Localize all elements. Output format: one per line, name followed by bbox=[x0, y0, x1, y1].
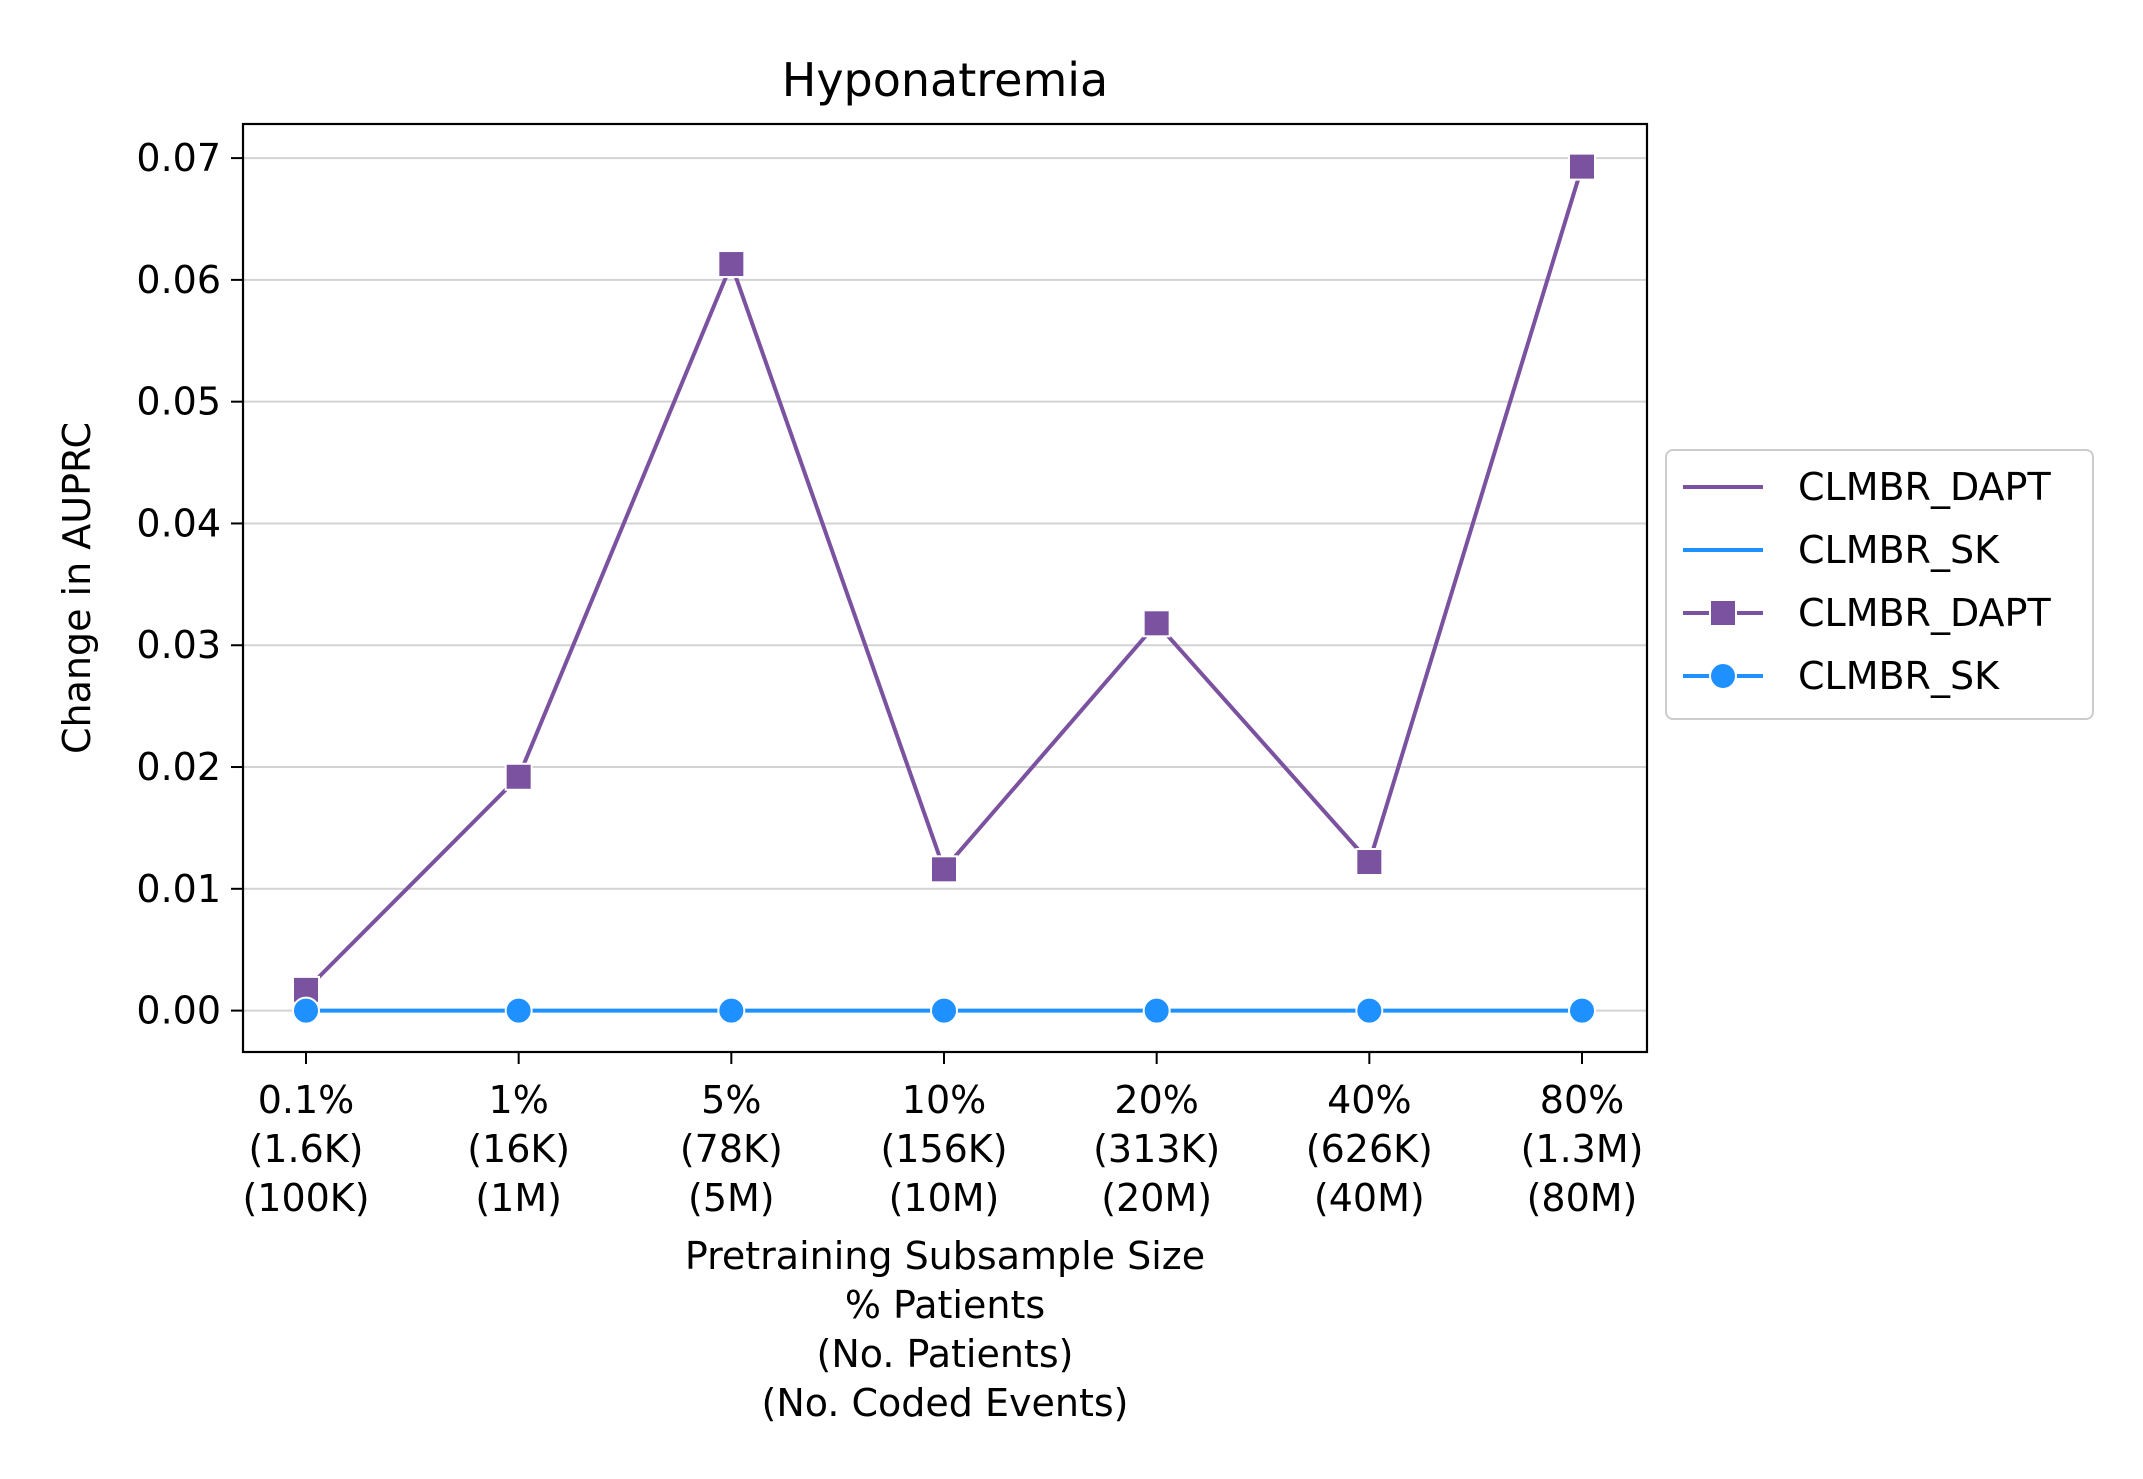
legend-marker-clmbr-dapt bbox=[1709, 599, 1737, 627]
x-tick-label: 5% (78K) (5M) bbox=[680, 1078, 783, 1220]
y-axis: 0.00 0.01 0.02 0.03 0.04 0.05 0.06 0.07 bbox=[136, 136, 243, 1033]
data-point-clmbr-sk bbox=[292, 996, 320, 1025]
y-tick-label: 0.00 bbox=[136, 989, 221, 1033]
chart-title: Hyponatremia bbox=[782, 53, 1109, 107]
y-tick-label: 0.03 bbox=[136, 623, 221, 667]
x-tick-label-line: (40M) bbox=[1314, 1176, 1425, 1220]
x-axis-label-line: Pretraining Subsample Size bbox=[685, 1234, 1205, 1278]
y-tick-label: 0.02 bbox=[136, 745, 221, 789]
x-tick-label: 1% (16K) (1M) bbox=[467, 1078, 570, 1220]
x-tick-label-line: (626K) bbox=[1306, 1127, 1433, 1171]
data-point-clmbr-dapt bbox=[717, 250, 746, 279]
data-point-clmbr-sk bbox=[930, 996, 958, 1025]
x-tick-label-line: (156K) bbox=[880, 1127, 1007, 1171]
y-tick-label: 0.07 bbox=[136, 136, 221, 180]
x-tick-label: 40% (626K) (40M) bbox=[1306, 1078, 1433, 1220]
data-point-clmbr-dapt bbox=[504, 762, 533, 791]
x-tick-label: 10% (156K) (10M) bbox=[880, 1078, 1007, 1220]
data-point-clmbr-sk bbox=[1355, 996, 1384, 1025]
y-tick-label: 0.06 bbox=[136, 258, 221, 302]
y-axis-label: Change in AUPRC bbox=[55, 422, 99, 754]
x-tick-label-line: (16K) bbox=[467, 1127, 570, 1171]
data-point-clmbr-sk bbox=[1568, 996, 1596, 1025]
data-point-clmbr-sk bbox=[504, 996, 533, 1025]
x-tick-label-line: 20% bbox=[1114, 1078, 1198, 1122]
x-tick-label-line: 5% bbox=[701, 1078, 761, 1122]
legend-frame bbox=[1665, 449, 2094, 720]
data-point-clmbr-sk bbox=[717, 996, 746, 1025]
x-tick-label-line: 0.1% bbox=[258, 1078, 355, 1122]
x-tick-label-line: (1.3M) bbox=[1521, 1127, 1644, 1171]
x-tick-label-line: (78K) bbox=[680, 1127, 783, 1171]
x-tick-label-line: 40% bbox=[1327, 1078, 1411, 1122]
legend: CLMBR_DAPT CLMBR_SK CLMBR_DAPT CLMBR_SK bbox=[1665, 449, 2094, 720]
data-point-clmbr-dapt bbox=[1142, 609, 1171, 638]
y-tick-label: 0.05 bbox=[136, 380, 221, 424]
legend-label-clmbr-sk: CLMBR_SK bbox=[1798, 528, 2000, 572]
x-tick-label-line: (100K) bbox=[242, 1176, 369, 1220]
x-tick-label-line: (5M) bbox=[688, 1176, 775, 1220]
legend-label-clmbr-dapt: CLMBR_DAPT bbox=[1798, 591, 2051, 635]
x-tick-label: 80% (1.3M) (80M) bbox=[1521, 1078, 1644, 1220]
x-tick-label-line: (10M) bbox=[889, 1176, 1000, 1220]
y-tick-label: 0.04 bbox=[136, 501, 221, 545]
legend-label-clmbr-sk: CLMBR_SK bbox=[1798, 654, 2000, 698]
x-tick-label-line: (1M) bbox=[475, 1176, 562, 1220]
x-tick-label: 20% (313K) (20M) bbox=[1093, 1078, 1220, 1220]
x-tick-label-line: 1% bbox=[489, 1078, 549, 1122]
data-point-clmbr-dapt bbox=[1568, 152, 1596, 181]
x-tick-label-line: (1.6K) bbox=[248, 1127, 363, 1171]
legend-marker-clmbr-sk bbox=[1709, 662, 1737, 690]
x-tick-label-line: 80% bbox=[1540, 1078, 1624, 1122]
x-tick-label-line: (80M) bbox=[1527, 1176, 1638, 1220]
data-point-clmbr-dapt bbox=[930, 855, 958, 884]
x-axis-label: Pretraining Subsample Size % Patients (No.… bbox=[685, 1234, 1205, 1425]
x-tick-label-line: (20M) bbox=[1101, 1176, 1212, 1220]
legend-label-clmbr-dapt: CLMBR_DAPT bbox=[1798, 465, 2051, 509]
data-point-clmbr-sk bbox=[1142, 996, 1171, 1025]
series-layer bbox=[292, 152, 1596, 1025]
x-tick-label: 0.1% (1.6K) (100K) bbox=[242, 1078, 369, 1220]
x-tick-label-line: (313K) bbox=[1093, 1127, 1220, 1171]
x-axis-label-line: (No. Patients) bbox=[817, 1332, 1074, 1376]
x-axis-label-line: (No. Coded Events) bbox=[762, 1381, 1129, 1425]
x-tick-label-line: 10% bbox=[902, 1078, 986, 1122]
data-point-clmbr-dapt bbox=[1355, 848, 1384, 877]
y-tick-label: 0.01 bbox=[136, 867, 221, 911]
x-axis-label-line: % Patients bbox=[845, 1283, 1045, 1327]
x-axis: 0.1% (1.6K) (100K) 1% (16K) (1M) 5% (78K) (5M) 10… bbox=[242, 1052, 1643, 1220]
